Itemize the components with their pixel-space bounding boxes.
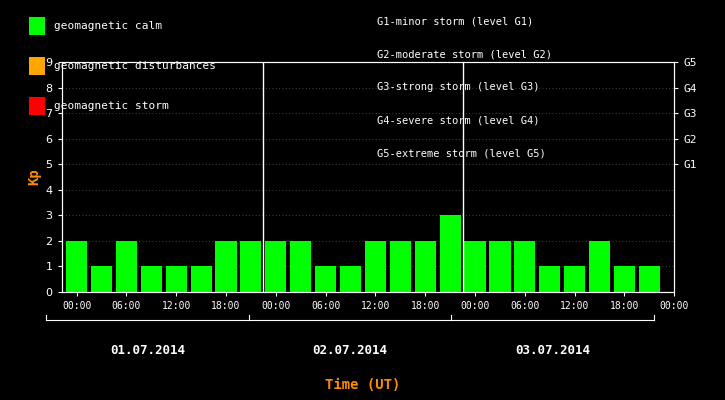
Bar	[415, 241, 436, 292]
Text: Time (UT): Time (UT)	[325, 378, 400, 392]
Bar	[91, 266, 112, 292]
Bar	[589, 241, 610, 292]
Bar	[390, 241, 411, 292]
Text: geomagnetic calm: geomagnetic calm	[54, 21, 162, 31]
Bar	[365, 241, 386, 292]
Bar	[215, 241, 236, 292]
Bar	[116, 241, 137, 292]
Bar	[439, 215, 460, 292]
Bar	[564, 266, 585, 292]
Text: geomagnetic disturbances: geomagnetic disturbances	[54, 61, 215, 71]
Bar	[614, 266, 635, 292]
Bar	[191, 266, 212, 292]
Bar	[141, 266, 162, 292]
Text: 01.07.2014: 01.07.2014	[110, 344, 185, 357]
Text: G4-severe storm (level G4): G4-severe storm (level G4)	[377, 116, 539, 126]
Text: 02.07.2014: 02.07.2014	[312, 344, 388, 357]
Bar	[265, 241, 286, 292]
Bar	[539, 266, 560, 292]
Text: G3-strong storm (level G3): G3-strong storm (level G3)	[377, 82, 539, 92]
Bar	[290, 241, 311, 292]
Bar	[340, 266, 361, 292]
Text: G1-minor storm (level G1): G1-minor storm (level G1)	[377, 16, 534, 26]
Bar	[315, 266, 336, 292]
Text: G5-extreme storm (level G5): G5-extreme storm (level G5)	[377, 149, 546, 159]
Bar	[489, 241, 510, 292]
Text: 03.07.2014: 03.07.2014	[515, 344, 590, 357]
Text: G2-moderate storm (level G2): G2-moderate storm (level G2)	[377, 49, 552, 59]
Bar	[465, 241, 486, 292]
Bar	[165, 266, 187, 292]
Bar	[514, 241, 536, 292]
Text: geomagnetic storm: geomagnetic storm	[54, 101, 168, 111]
Bar	[66, 241, 87, 292]
Y-axis label: Kp: Kp	[28, 169, 41, 185]
Bar	[240, 241, 262, 292]
Bar	[639, 266, 660, 292]
